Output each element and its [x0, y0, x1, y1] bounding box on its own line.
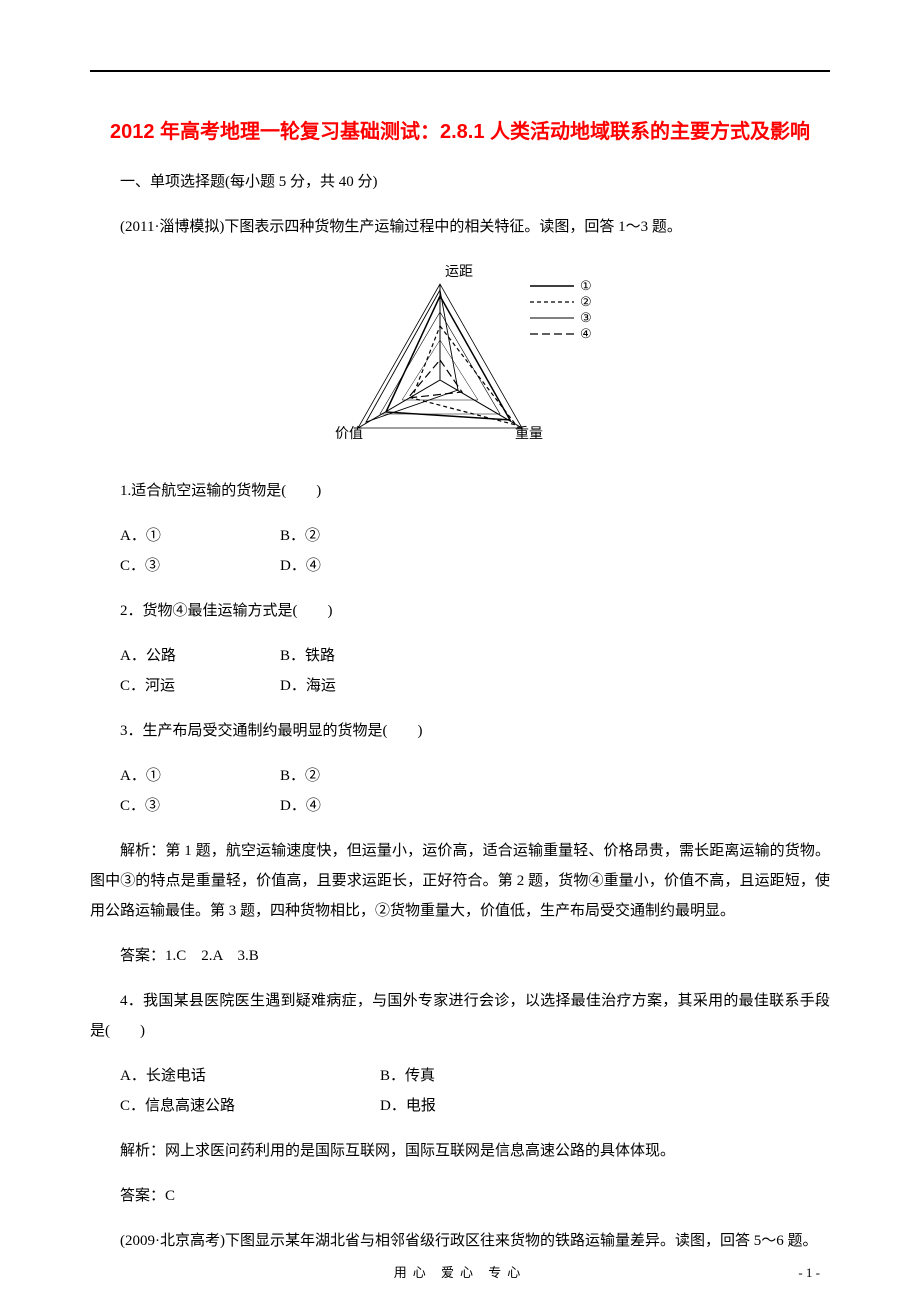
intro-2: (2009·北京高考)下图显示某年湖北省与相邻省级行政区往来货物的铁路运输量差异…: [90, 1226, 830, 1256]
q2-opt-c: C．河运: [120, 671, 280, 701]
series-1: [386, 296, 510, 420]
q2-opt-d: D．海运: [280, 671, 440, 701]
q3-opt-d: D．④: [280, 791, 440, 821]
document-title: 2012 年高考地理一轮复习基础测试：2.8.1 人类活动地域联系的主要方式及影…: [100, 112, 820, 152]
page: 2012 年高考地理一轮复习基础测试：2.8.1 人类活动地域联系的主要方式及影…: [0, 0, 920, 1311]
figure-1: 运距 价值 重量 ① ② ③ ④: [90, 260, 830, 461]
svg-text:①: ①: [580, 278, 592, 293]
explain-1: 解析：第 1 题，航空运输速度快，但运量小，运价高，适合运输重量轻、价格昂贵，需…: [90, 836, 830, 926]
q3-options-row2: C．③ D．④: [90, 791, 830, 821]
q4-stem: 4．我国某县医院医生遇到疑难病症，与国外专家进行会诊，以选择最佳治疗方案，其采用…: [90, 986, 830, 1046]
q3-opt-a: A．①: [120, 761, 280, 791]
axes: [358, 284, 522, 428]
footer-center-text: 用心 爱心 专心: [0, 1262, 920, 1281]
explain-2: 解析：网上求医问药利用的是国际互联网，国际互联网是信息高速公路的具体体现。: [90, 1136, 830, 1166]
q4-opt-c: C．信息高速公路: [120, 1091, 380, 1121]
radar-triangle-chart: 运距 价值 重量 ① ② ③ ④: [290, 260, 630, 450]
svg-text:③: ③: [580, 310, 592, 325]
footer: 用心 爱心 专心 - 1 -: [0, 1262, 920, 1281]
q1-options-row1: A．① B．②: [90, 521, 830, 551]
q2-opt-a: A．公路: [120, 641, 280, 671]
q2-options-row2: C．河运 D．海运: [90, 671, 830, 701]
q1-opt-c: C．③: [120, 551, 280, 581]
q4-opt-b: B．传真: [380, 1061, 640, 1091]
answer-2: 答案：C: [90, 1181, 830, 1211]
q1-opt-b: B．②: [280, 521, 440, 551]
legend: ① ② ③ ④: [530, 278, 592, 341]
q2-stem: 2．货物④最佳运输方式是( ): [90, 596, 830, 626]
top-rule: [90, 70, 830, 72]
answer-1: 答案：1.C 2.A 3.B: [90, 941, 830, 971]
q1-stem: 1.适合航空运输的货物是( ): [90, 476, 830, 506]
q3-opt-c: C．③: [120, 791, 280, 821]
q4-opt-a: A．长途电话: [120, 1061, 380, 1091]
svg-text:②: ②: [580, 294, 592, 309]
section-heading: 一、单项选择题(每小题 5 分，共 40 分): [90, 167, 830, 197]
intro-1: (2011·淄博模拟)下图表示四种货物生产运输过程中的相关特征。读图，回答 1～…: [90, 212, 830, 242]
q3-opt-b: B．②: [280, 761, 440, 791]
q1-opt-d: D．④: [280, 551, 440, 581]
q2-options-row1: A．公路 B．铁路: [90, 641, 830, 671]
q4-opt-d: D．电报: [380, 1091, 640, 1121]
q4-options-row2: C．信息高速公路 D．电报: [90, 1091, 830, 1121]
q1-options-row2: C．③ D．④: [90, 551, 830, 581]
axis-top-label: 运距: [445, 264, 473, 280]
body: 一、单项选择题(每小题 5 分，共 40 分) (2011·淄博模拟)下图表示四…: [90, 167, 830, 1256]
q3-stem: 3．生产布局受交通制约最明显的货物是( ): [90, 716, 830, 746]
q3-options-row1: A．① B．②: [90, 761, 830, 791]
q2-opt-b: B．铁路: [280, 641, 440, 671]
q1-opt-a: A．①: [120, 521, 280, 551]
svg-text:④: ④: [580, 326, 592, 341]
footer-page-number: - 1 -: [798, 1265, 820, 1281]
q4-options-row1: A．长途电话 B．传真: [90, 1061, 830, 1091]
